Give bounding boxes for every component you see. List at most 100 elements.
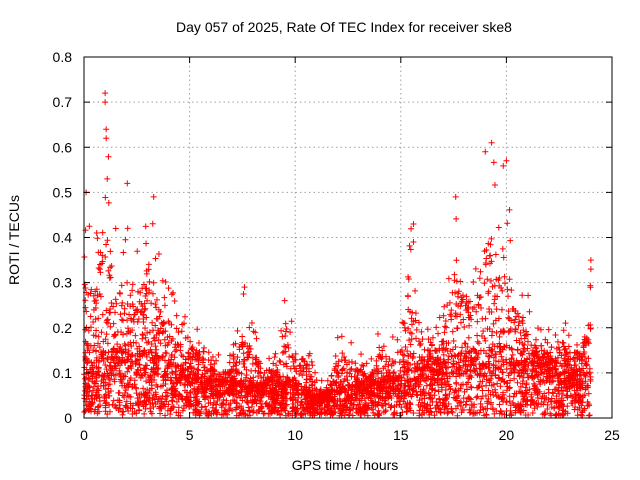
data-point: [414, 392, 421, 399]
data-point: [117, 344, 124, 351]
data-point: [561, 363, 568, 370]
data-point: [335, 405, 342, 412]
data-point: [301, 358, 308, 365]
data-point: [427, 355, 434, 362]
data-point: [261, 389, 268, 396]
data-point: [167, 359, 174, 366]
data-point: [178, 352, 185, 359]
data-point: [531, 382, 538, 389]
data-point: [282, 343, 289, 350]
data-point: [124, 380, 131, 387]
data-point: [407, 341, 414, 348]
data-point: [156, 403, 163, 410]
data-point: [102, 254, 109, 261]
data-point: [380, 384, 387, 391]
data-point: [414, 366, 421, 373]
data-point: [173, 409, 180, 416]
data-point: [141, 365, 148, 372]
data-point: [199, 371, 206, 378]
data-point: [572, 361, 579, 368]
data-point: [308, 358, 315, 365]
data-point: [478, 383, 485, 390]
data-point: [109, 401, 116, 408]
data-point: [170, 289, 177, 296]
data-point: [140, 399, 147, 406]
data-point: [324, 402, 331, 409]
data-point: [283, 401, 290, 408]
data-point: [435, 382, 442, 389]
data-point: [92, 380, 99, 387]
data-point: [236, 346, 243, 353]
data-point: [260, 374, 267, 381]
data-point: [137, 367, 144, 374]
data-point: [474, 372, 481, 379]
data-point: [356, 386, 363, 393]
data-point: [363, 360, 370, 367]
data-point: [96, 266, 103, 273]
data-point: [114, 341, 121, 348]
data-point: [489, 388, 496, 395]
data-point: [410, 409, 417, 416]
data-point: [129, 351, 136, 358]
data-point: [514, 379, 521, 386]
data-point: [341, 400, 348, 407]
data-point: [461, 353, 468, 360]
data-point: [245, 404, 252, 411]
data-point: [263, 385, 270, 392]
data-point: [136, 361, 143, 368]
data-point: [428, 342, 435, 349]
data-point: [466, 322, 473, 329]
data-point: [275, 375, 282, 382]
data-point: [279, 405, 286, 412]
data-point: [449, 289, 456, 296]
data-point: [262, 401, 269, 408]
data-point: [581, 392, 588, 399]
data-point: [559, 406, 566, 413]
data-point: [496, 349, 503, 356]
data-point: [110, 346, 117, 353]
data-point: [139, 350, 146, 357]
data-point: [407, 378, 414, 385]
data-point: [453, 379, 460, 386]
data-point: [88, 359, 95, 366]
data-point: [505, 308, 512, 315]
data-point: [505, 329, 512, 336]
data-point: [389, 334, 396, 341]
data-point: [200, 394, 207, 401]
data-point: [324, 397, 331, 404]
data-point: [483, 411, 490, 418]
data-point: [520, 314, 527, 321]
data-point: [103, 126, 110, 133]
data-point: [306, 350, 313, 357]
data-point: [471, 304, 478, 311]
data-point: [174, 379, 181, 386]
data-point: [523, 381, 530, 388]
data-point: [247, 390, 254, 397]
data-point: [105, 392, 112, 399]
data-point: [146, 390, 153, 397]
data-point: [294, 387, 301, 394]
data-point: [252, 367, 259, 374]
data-point: [504, 380, 511, 387]
data-point: [133, 307, 140, 314]
data-point: [476, 361, 483, 368]
data-point: [124, 325, 131, 332]
data-point: [393, 402, 400, 409]
data-point: [155, 365, 162, 372]
data-point: [500, 162, 507, 169]
data-point: [152, 301, 159, 308]
data-point: [419, 375, 426, 382]
data-point: [497, 407, 504, 414]
data-point: [334, 334, 341, 341]
data-point: [338, 333, 345, 340]
data-point: [174, 362, 181, 369]
data-point: [164, 363, 171, 370]
data-point: [455, 392, 462, 399]
data-point: [513, 337, 520, 344]
data-point: [520, 348, 527, 355]
data-point: [274, 369, 281, 376]
data-point: [192, 409, 199, 416]
data-point: [135, 288, 142, 295]
data-point: [134, 357, 141, 364]
data-point: [149, 290, 156, 297]
